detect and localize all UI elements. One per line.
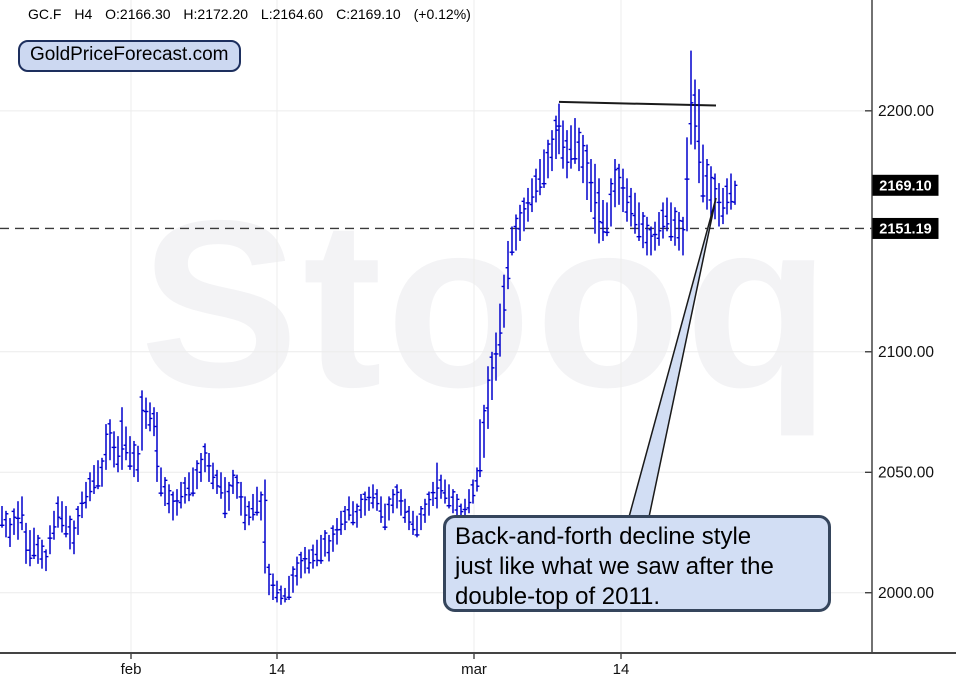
trendline-layer <box>558 100 717 107</box>
x-tick-label: mar <box>461 661 487 678</box>
callout-line-2: just like what we saw after the <box>455 553 774 580</box>
price-badge-box <box>872 217 939 239</box>
x-tick-label: feb <box>121 661 142 678</box>
callout-pointer <box>628 197 717 518</box>
symbol-label: GC.F <box>28 6 62 22</box>
callout-line-1: Back-and-forth decline style <box>455 523 752 550</box>
high-value: H:2172.20 <box>183 6 249 22</box>
goldpriceforecast-badge: GoldPriceForecast.com <box>18 40 241 72</box>
y-tick-label: 2200.00 <box>878 103 934 120</box>
callout-line-3: double-top of 2011. <box>455 583 661 610</box>
interval-label: H4 <box>74 6 93 22</box>
low-value: L:2164.60 <box>260 6 324 22</box>
open-value: O:2166.30 <box>105 6 171 22</box>
quote-header: GC.F H4 O:2166.30 H:2172.20 L:2164.60 C:… <box>28 6 480 22</box>
price-badge-box <box>872 174 939 196</box>
y-tick-label: 2050.00 <box>878 464 934 481</box>
callout-pointer-layer <box>628 197 717 518</box>
ohlc-bars <box>0 50 738 605</box>
price-badge-label: 2151.19 <box>879 221 931 237</box>
price-badge-label: 2169.10 <box>879 178 931 194</box>
brand-badge-label: GoldPriceForecast.com <box>30 44 229 65</box>
close-value: C:2169.10 <box>336 6 401 22</box>
annotation-callout: Back-and-forth decline style just like w… <box>443 515 831 612</box>
y-tick-label: 2100.00 <box>878 344 934 361</box>
y-tick-label: 2000.00 <box>878 585 934 602</box>
x-tick-label: 14 <box>613 661 630 678</box>
change-value: (+0.12%) <box>413 6 471 22</box>
x-tick-label: 14 <box>269 661 286 678</box>
trendline <box>558 100 717 107</box>
price-badges: 2169.10 2151.19 <box>872 174 939 239</box>
